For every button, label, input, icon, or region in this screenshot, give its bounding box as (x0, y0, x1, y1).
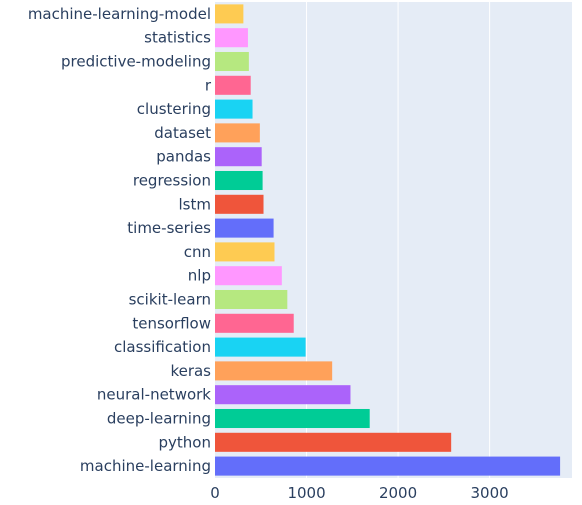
bar-machine-learning[interactable] (215, 456, 561, 476)
category-labels: machine-learning-model statistics predicti… (28, 5, 212, 475)
category-label-nlp: nlp (188, 267, 211, 285)
category-label-python: python (159, 433, 211, 451)
plot-background (215, 2, 572, 478)
bar-python[interactable] (215, 432, 452, 452)
category-label-neural-network: neural-network (97, 386, 211, 404)
bar-lstm[interactable] (215, 194, 264, 214)
bar-predictive-modeling[interactable] (215, 51, 249, 72)
bars (215, 4, 561, 476)
category-label-classification: classification (114, 338, 211, 356)
category-label-deep-learning: deep-learning (107, 410, 211, 428)
category-label-lstm: lstm (179, 195, 211, 213)
x-tick-label-2000: 2000 (379, 484, 417, 502)
category-label-keras: keras (170, 362, 211, 380)
category-label-time-series: time-series (127, 219, 211, 237)
bar-machine-learning-model[interactable] (215, 4, 244, 24)
bar-cnn[interactable] (215, 242, 275, 262)
x-tick-label-0: 0 (210, 484, 220, 502)
category-label-predictive-modeling: predictive-modeling (61, 53, 211, 71)
x-tick-label-1000: 1000 (287, 484, 325, 502)
bar-pandas[interactable] (215, 147, 262, 167)
bar-statistics[interactable] (215, 28, 248, 48)
bar-deep-learning[interactable] (215, 408, 370, 429)
category-label-machine-learning-model: machine-learning-model (28, 5, 211, 23)
bar-time-series[interactable] (215, 218, 274, 238)
bar-dataset[interactable] (215, 123, 260, 143)
x-axis-ticks: 0 1000 2000 3000 (210, 484, 508, 502)
bar-classification[interactable] (215, 337, 306, 357)
category-label-scikit-learn: scikit-learn (129, 291, 211, 309)
category-label-regression: regression (133, 172, 211, 190)
bar-nlp[interactable] (215, 266, 282, 286)
bar-clustering[interactable] (215, 99, 253, 119)
bar-scikit-learn[interactable] (215, 289, 288, 310)
category-label-dataset: dataset (154, 124, 211, 142)
bar-tensorflow[interactable] (215, 313, 294, 333)
category-label-r: r (205, 76, 212, 94)
category-label-statistics: statistics (144, 29, 211, 47)
bar-keras[interactable] (215, 361, 333, 381)
category-label-tensorflow: tensorflow (132, 314, 211, 332)
bar-neural-network[interactable] (215, 385, 351, 405)
category-label-pandas: pandas (156, 148, 211, 166)
bar-r[interactable] (215, 75, 251, 95)
category-label-clustering: clustering (137, 100, 211, 118)
x-tick-label-3000: 3000 (471, 484, 509, 502)
bar-regression[interactable] (215, 170, 263, 191)
category-label-cnn: cnn (184, 243, 211, 261)
category-label-machine-learning: machine-learning (80, 457, 211, 475)
